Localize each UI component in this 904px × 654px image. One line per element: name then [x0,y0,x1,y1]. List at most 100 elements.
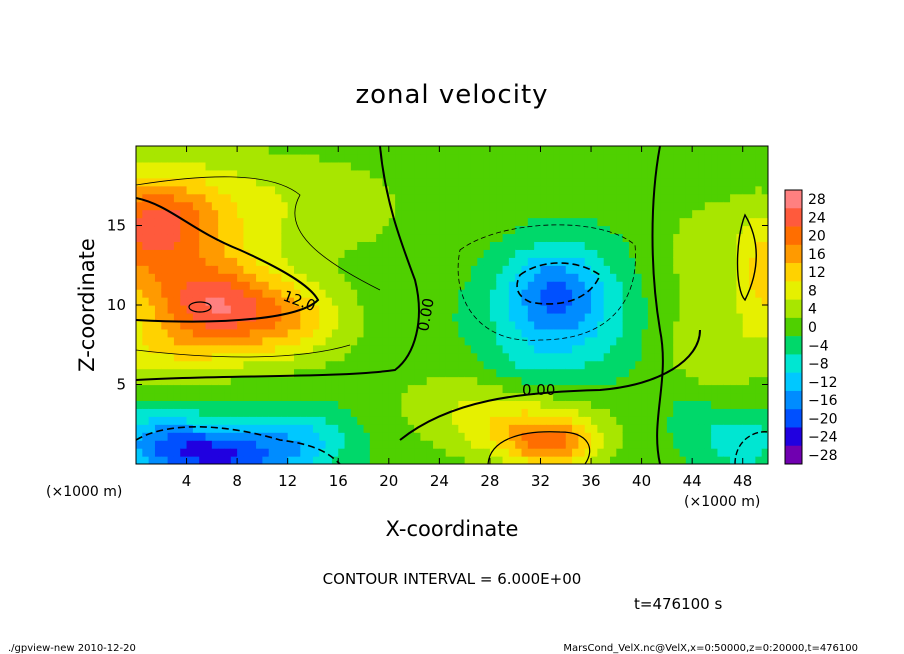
heat-cell [559,273,567,282]
heat-cell [268,305,276,314]
heat-cell [268,416,276,425]
heat-cell [363,328,371,338]
heat-cell [679,432,687,441]
heat-cell [401,384,409,394]
heat-cell [489,146,497,155]
heat-cell [192,408,200,417]
heat-cell [173,320,181,330]
heat-cell [344,265,352,274]
heat-cell [685,241,693,250]
heat-cell [749,193,756,203]
heat-cell [666,416,674,425]
heat-cell [338,177,346,187]
heat-cell [445,146,453,155]
heat-cell [445,376,453,386]
heat-cell [641,153,649,163]
heat-cell [192,320,200,330]
heat-cell [407,297,415,306]
heat-cell [167,344,175,354]
heat-cell [698,249,706,258]
heat-cell [407,400,415,409]
heat-cell [679,146,687,155]
heat-cell [249,440,257,449]
heat-cell [483,257,491,266]
heat-cell [249,368,257,378]
heat-cell [331,161,339,171]
heat-cell [148,392,156,401]
heat-cell [641,352,649,362]
heat-cell [350,360,358,370]
heat-cell [237,265,245,274]
heat-cell [211,146,219,155]
heat-cell [426,177,434,187]
heat-cell [192,289,200,298]
heat-cell [300,169,308,179]
heat-cell [698,440,706,449]
heat-cell [711,352,719,362]
heat-cell [704,448,712,457]
heat-cell [553,217,561,227]
heat-cell [508,185,516,195]
heat-cell [584,408,592,417]
heat-cell [136,368,143,378]
heat-cell [553,392,561,401]
heat-cell [603,305,611,314]
heat-cell [622,305,630,314]
heat-cell [546,297,554,306]
heat-cell [167,185,175,195]
heat-cell [635,376,643,386]
heat-cell [287,432,295,441]
heat-cell [382,241,390,250]
heat-cell [508,312,516,322]
heat-cell [755,193,763,203]
heat-cell [237,376,245,386]
heat-cell [186,344,194,354]
heat-cell [622,312,630,322]
heat-cell [407,257,415,266]
heat-cell [426,169,434,179]
heat-cell [527,352,535,362]
heat-cell [395,368,403,378]
heat-cell [142,376,150,386]
heat-cell [445,161,453,171]
heat-cell [591,400,598,409]
heat-cell [502,233,510,242]
heat-cell [591,225,598,235]
heat-cell [723,193,731,203]
heat-cell [262,185,270,195]
heat-cell [395,384,403,394]
heat-cell [470,384,478,394]
heat-cell [363,392,371,401]
heat-cell [407,320,415,330]
heat-cell [452,448,459,457]
heat-cell [692,193,700,203]
heat-cell [502,408,510,417]
heat-cell [704,233,712,242]
heat-cell [489,249,497,258]
heat-cell [730,241,737,250]
heat-cell [698,344,706,354]
heat-cell [426,400,434,409]
heat-cell [142,146,150,155]
heat-cell [211,265,219,274]
heat-cell [464,153,472,163]
heat-cell [192,368,200,378]
heat-cell [458,416,466,425]
heat-cell [723,432,731,441]
heat-cell [723,305,731,314]
heat-cell [597,352,605,362]
heat-cell [489,257,497,266]
heat-cell [363,169,371,179]
heat-cell [319,352,327,362]
heat-cell [426,456,434,464]
heat-cell [628,320,636,330]
heat-cell [452,408,459,417]
heat-cell [439,249,447,258]
heat-cell [755,448,763,457]
heat-cell [376,209,384,219]
heat-cell [515,241,523,250]
heat-cell [666,233,674,242]
heat-cell [224,297,232,306]
heat-cell [262,177,270,187]
heat-cell [692,408,700,417]
